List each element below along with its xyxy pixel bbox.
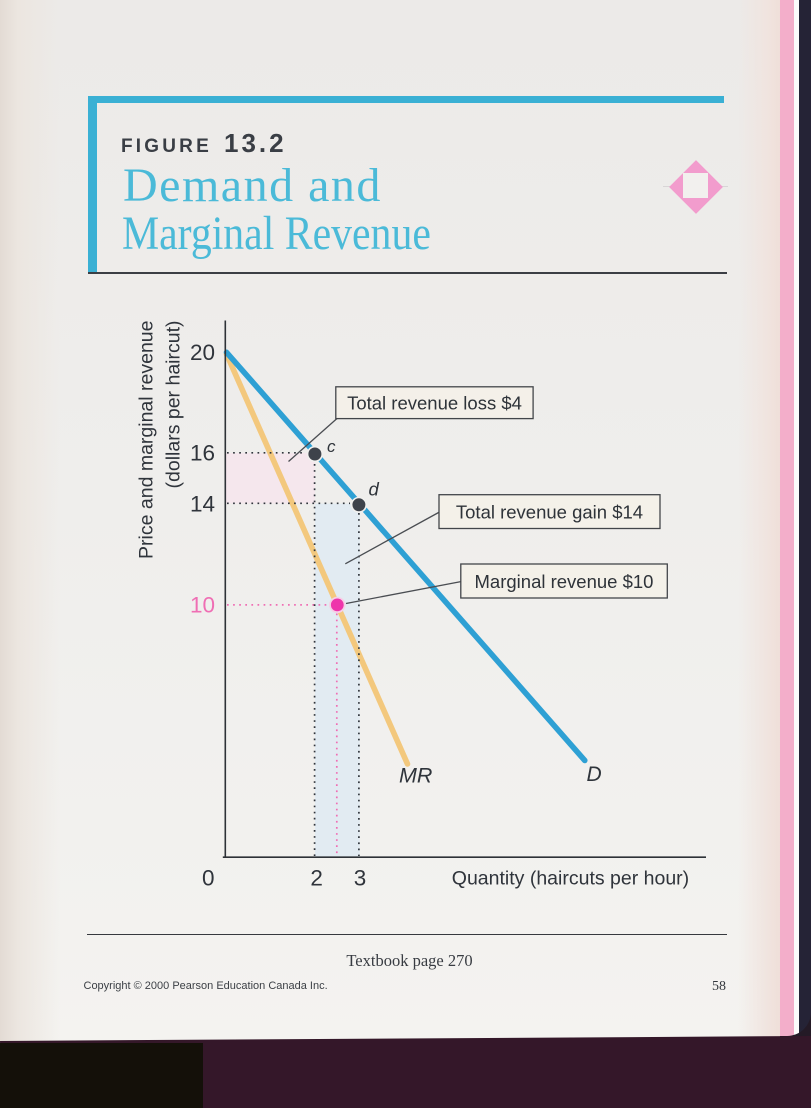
svg-text:D: D [587, 763, 602, 786]
svg-text:c: c [327, 437, 336, 456]
svg-text:3: 3 [354, 866, 367, 891]
svg-text:0: 0 [202, 866, 215, 891]
svg-text:Total revenue gain $14: Total revenue gain $14 [456, 502, 643, 523]
svg-text:MR: MR [399, 764, 432, 788]
svg-text:Quantity (haircuts per hour): Quantity (haircuts per hour) [452, 868, 689, 890]
svg-text:10: 10 [190, 593, 215, 618]
svg-text:Price and marginal revenue: Price and marginal revenue [136, 321, 158, 559]
svg-text:16: 16 [190, 441, 215, 466]
svg-text:20: 20 [190, 340, 215, 365]
svg-text:2: 2 [310, 866, 323, 891]
svg-text:14: 14 [190, 491, 215, 516]
svg-text:d: d [369, 479, 380, 500]
svg-text:Marginal revenue $10: Marginal revenue $10 [475, 571, 654, 592]
svg-text:Total revenue loss $4: Total revenue loss $4 [347, 393, 522, 414]
svg-text:(dollars per haircut): (dollars per haircut) [163, 321, 185, 489]
